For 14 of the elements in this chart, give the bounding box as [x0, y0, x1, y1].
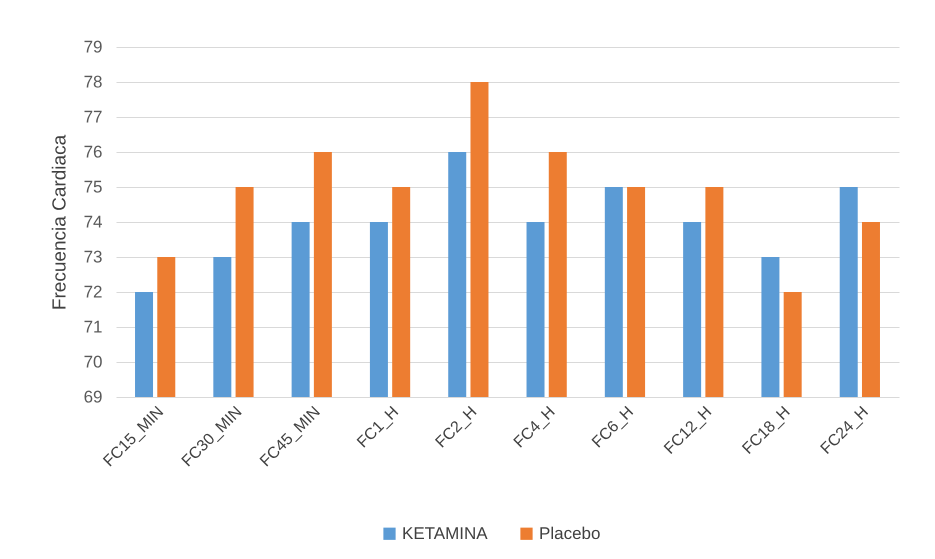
y-tick-label: 73	[84, 248, 102, 266]
y-tick-label: 71	[84, 318, 102, 336]
y-tick-label: 75	[84, 178, 102, 196]
legend-label: KETAMINA	[402, 524, 488, 543]
y-tick-label: 79	[84, 38, 102, 56]
y-tick-label: 72	[84, 282, 102, 302]
y-tick-label: 70	[84, 352, 102, 372]
y-tick-label: 69	[84, 388, 102, 406]
y-tick-label: 76	[84, 142, 102, 162]
y-tick-label: 77	[84, 108, 102, 126]
legend-label: Placebo	[539, 524, 600, 543]
y-tick-label: 78	[84, 72, 102, 92]
y-tick-label: 74	[84, 212, 102, 232]
y-axis-title: Frecuencia Cardiaca	[50, 134, 71, 310]
